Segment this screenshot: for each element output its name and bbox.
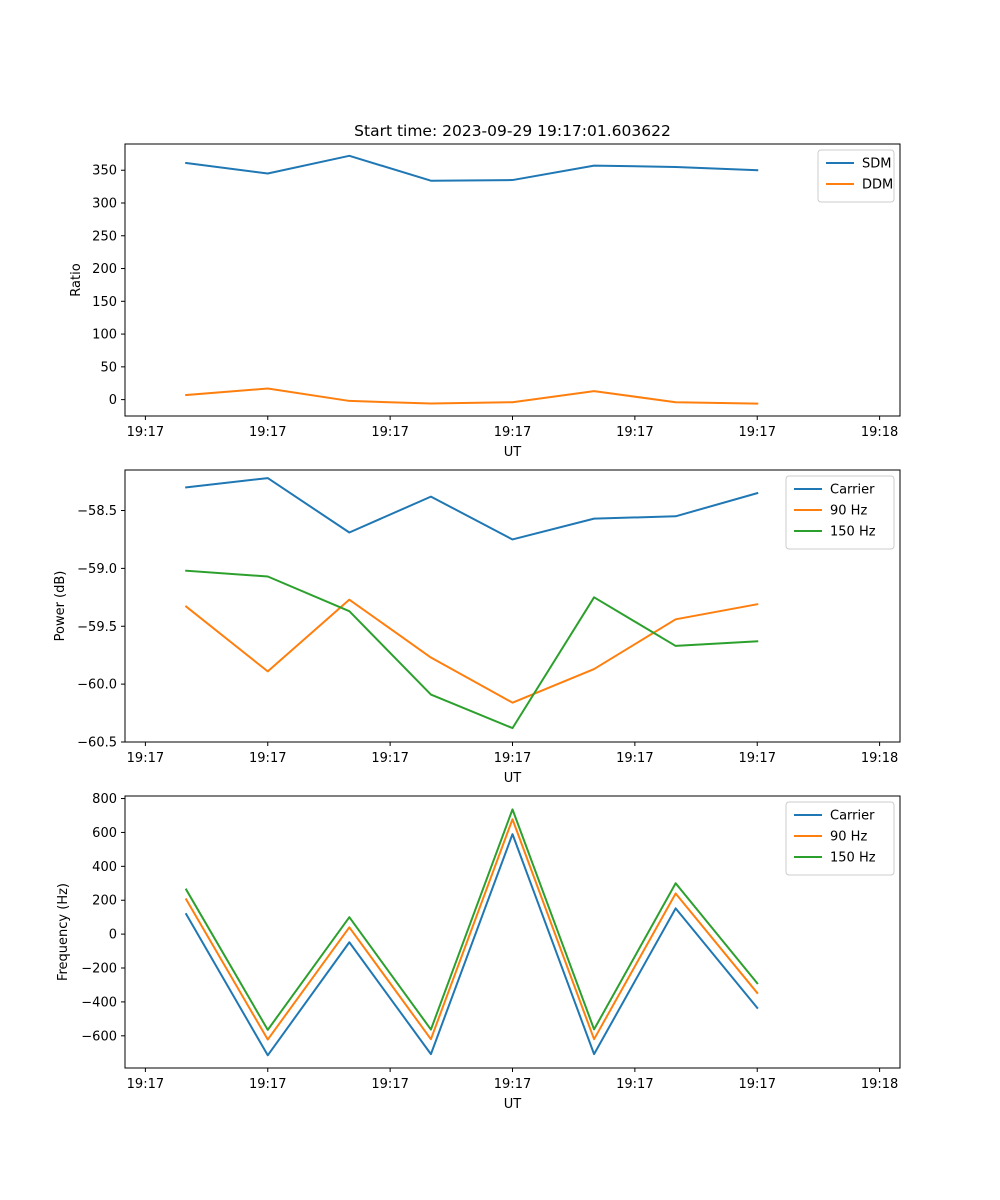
series-line-90-hz — [184, 598, 759, 704]
x-tick-label: 19:17 — [739, 751, 776, 766]
y-tick-label: −60.5 — [77, 736, 117, 751]
x-tick-label: 19:17 — [249, 425, 286, 440]
x-axis-label: UT — [504, 1097, 522, 1112]
y-tick-label: 100 — [92, 328, 117, 343]
series-line-150-hz — [185, 569, 759, 730]
x-tick-label: 19:17 — [494, 1077, 531, 1092]
y-tick-label: 0 — [109, 928, 117, 943]
y-tick-label: −59.5 — [77, 620, 117, 635]
series-line-ddm — [185, 387, 759, 405]
x-tick-label: 19:17 — [739, 1077, 776, 1092]
x-tick-label: 19:17 — [616, 425, 653, 440]
x-tick-label: 19:17 — [739, 425, 776, 440]
x-tick-label: 19:17 — [616, 751, 653, 766]
series-line-carrier — [185, 477, 759, 541]
chart-title: Start time: 2023-09-29 19:17:01.603622 — [354, 122, 671, 140]
x-tick-label: 19:18 — [861, 1077, 898, 1092]
series-line-150-hz — [184, 808, 759, 1031]
x-tick-label: 19:17 — [127, 425, 164, 440]
y-tick-label: 50 — [100, 360, 117, 375]
y-tick-label: 800 — [92, 792, 117, 807]
y-tick-label: 200 — [92, 262, 117, 277]
x-tick-label: 19:17 — [371, 425, 408, 440]
y-axis-label: Ratio — [69, 263, 84, 296]
x-tick-label: 19:17 — [127, 751, 164, 766]
x-tick-label: 19:17 — [494, 425, 531, 440]
y-tick-label: 600 — [92, 826, 117, 841]
x-axis-label: UT — [504, 771, 522, 786]
plot-frame — [124, 469, 901, 743]
x-tick-label: 19:17 — [616, 1077, 653, 1092]
y-tick-label: 400 — [92, 860, 117, 875]
y-tick-label: −200 — [81, 962, 117, 977]
x-tick-label: 19:17 — [371, 751, 408, 766]
y-tick-label: −60.0 — [77, 678, 117, 693]
y-tick-label: 250 — [92, 229, 117, 244]
y-tick-label: 350 — [92, 164, 117, 179]
series-line-sdm — [185, 154, 759, 182]
legend: Carrier 90 Hz 150 Hz — [785, 475, 895, 550]
y-tick-label: 200 — [92, 894, 117, 909]
panel-2: 19:17 19:17 19:17 19:17 19:17 19:17 19:18 −60.5… — [53, 469, 901, 786]
legend-label: 90 Hz — [830, 504, 867, 519]
series-line-90-hz — [184, 818, 759, 1041]
plot-frame — [124, 143, 901, 417]
y-axis-label: Power (dB) — [53, 571, 68, 642]
legend-label: DDM — [862, 178, 893, 193]
x-tick-label: 19:17 — [249, 751, 286, 766]
series-line-carrier — [184, 833, 759, 1057]
x-tick-label: 19:18 — [861, 425, 898, 440]
legend-label: 90 Hz — [830, 830, 867, 845]
x-tick-label: 19:18 — [861, 751, 898, 766]
legend-label: Carrier — [830, 809, 875, 824]
panel-3: 19:17 19:17 19:17 19:17 19:17 19:17 19:18 −600 −… — [56, 792, 901, 1112]
y-tick-label: −58.5 — [77, 504, 117, 519]
y-tick-label: −400 — [81, 995, 117, 1010]
x-tick-label: 19:17 — [249, 1077, 286, 1092]
legend-label: 150 Hz — [830, 851, 876, 866]
y-tick-label: −59.0 — [77, 562, 117, 577]
legend-label: 150 Hz — [830, 525, 876, 540]
y-tick-label: −600 — [81, 1029, 117, 1044]
panel-1: 19:17 19:17 19:17 19:17 19:17 19:17 19:18 0 50 10… — [69, 122, 901, 460]
legend: Carrier 90 Hz 150 Hz — [785, 801, 895, 876]
x-tick-label: 19:17 — [494, 751, 531, 766]
legend-label: SDM — [862, 157, 891, 172]
legend: SDM DDM — [817, 149, 895, 203]
legend-label: Carrier — [830, 483, 875, 498]
y-axis-label: Frequency (Hz) — [56, 883, 71, 981]
y-tick-label: 300 — [92, 196, 117, 211]
y-tick-label: 0 — [109, 393, 117, 408]
y-tick-label: 150 — [92, 295, 117, 310]
x-tick-label: 19:17 — [371, 1077, 408, 1092]
x-tick-label: 19:17 — [127, 1077, 164, 1092]
x-axis-label: UT — [504, 445, 522, 460]
